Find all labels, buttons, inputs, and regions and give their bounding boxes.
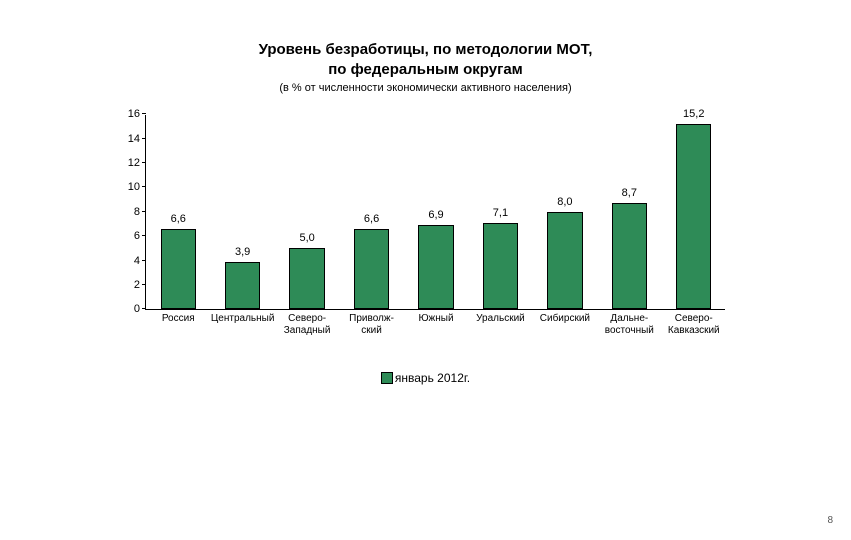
bar-value-label: 15,2 xyxy=(683,108,704,120)
legend: январь 2012г. xyxy=(0,370,851,385)
bar xyxy=(547,212,582,310)
page-number: 8 xyxy=(827,515,833,526)
xtick-label: Северо- Западный xyxy=(284,309,331,336)
bar-value-label: 3,9 xyxy=(235,246,250,258)
bar xyxy=(676,124,711,309)
xtick-label: Приволж- ский xyxy=(349,309,394,336)
legend-swatch xyxy=(381,372,393,384)
chart-subtitle: (в % от численности экономически активно… xyxy=(0,81,851,95)
page: Уровень безработицы, по методологии МОТ,… xyxy=(0,0,851,540)
ytick-mark xyxy=(142,308,146,309)
xtick-label: Центральный xyxy=(211,309,275,325)
bar xyxy=(289,248,324,309)
bar-value-label: 5,0 xyxy=(299,232,314,244)
bar xyxy=(225,262,260,310)
xtick-label: Сибирский xyxy=(540,309,590,325)
bar xyxy=(354,229,389,309)
xtick-label: Уральский xyxy=(476,309,525,325)
ytick-label: 8 xyxy=(134,206,146,218)
ytick-label: 0 xyxy=(134,303,146,315)
ytick-label: 10 xyxy=(128,181,146,193)
bar-chart: 02468101214166,6Россия3,9Центральный5,0С… xyxy=(145,115,725,310)
chart-titles: Уровень безработицы, по методологии МОТ,… xyxy=(0,40,851,95)
ytick-label: 6 xyxy=(134,230,146,242)
xtick-label: Дальне- восточный xyxy=(605,309,654,336)
bar xyxy=(483,223,518,310)
ytick-mark xyxy=(142,235,146,236)
xtick-label: Россия xyxy=(162,309,195,325)
bar xyxy=(418,225,453,309)
bar-value-label: 6,6 xyxy=(171,213,186,225)
bar-value-label: 8,7 xyxy=(622,187,637,199)
ytick-mark xyxy=(142,138,146,139)
ytick-mark xyxy=(142,211,146,212)
xtick-label: Северо- Кавказский xyxy=(668,309,720,336)
bar-value-label: 7,1 xyxy=(493,207,508,219)
ytick-label: 4 xyxy=(134,255,146,267)
xtick-label: Южный xyxy=(418,309,453,325)
ytick-mark xyxy=(142,284,146,285)
ytick-label: 2 xyxy=(134,279,146,291)
ytick-mark xyxy=(142,162,146,163)
bar-value-label: 6,9 xyxy=(428,209,443,221)
legend-label: январь 2012г. xyxy=(395,371,470,385)
ytick-label: 12 xyxy=(128,157,146,169)
bar-value-label: 6,6 xyxy=(364,213,379,225)
ytick-mark xyxy=(142,186,146,187)
ytick-label: 16 xyxy=(128,108,146,120)
bar xyxy=(612,203,647,309)
bar-value-label: 8,0 xyxy=(557,196,572,208)
ytick-mark xyxy=(142,260,146,261)
chart-title-line2: по федеральным округам xyxy=(0,60,851,80)
bar xyxy=(161,229,196,309)
ytick-mark xyxy=(142,113,146,114)
plot-area: 02468101214166,6Россия3,9Центральный5,0С… xyxy=(145,115,725,310)
ytick-label: 14 xyxy=(128,133,146,145)
chart-title-line1: Уровень безработицы, по методологии МОТ, xyxy=(0,40,851,60)
